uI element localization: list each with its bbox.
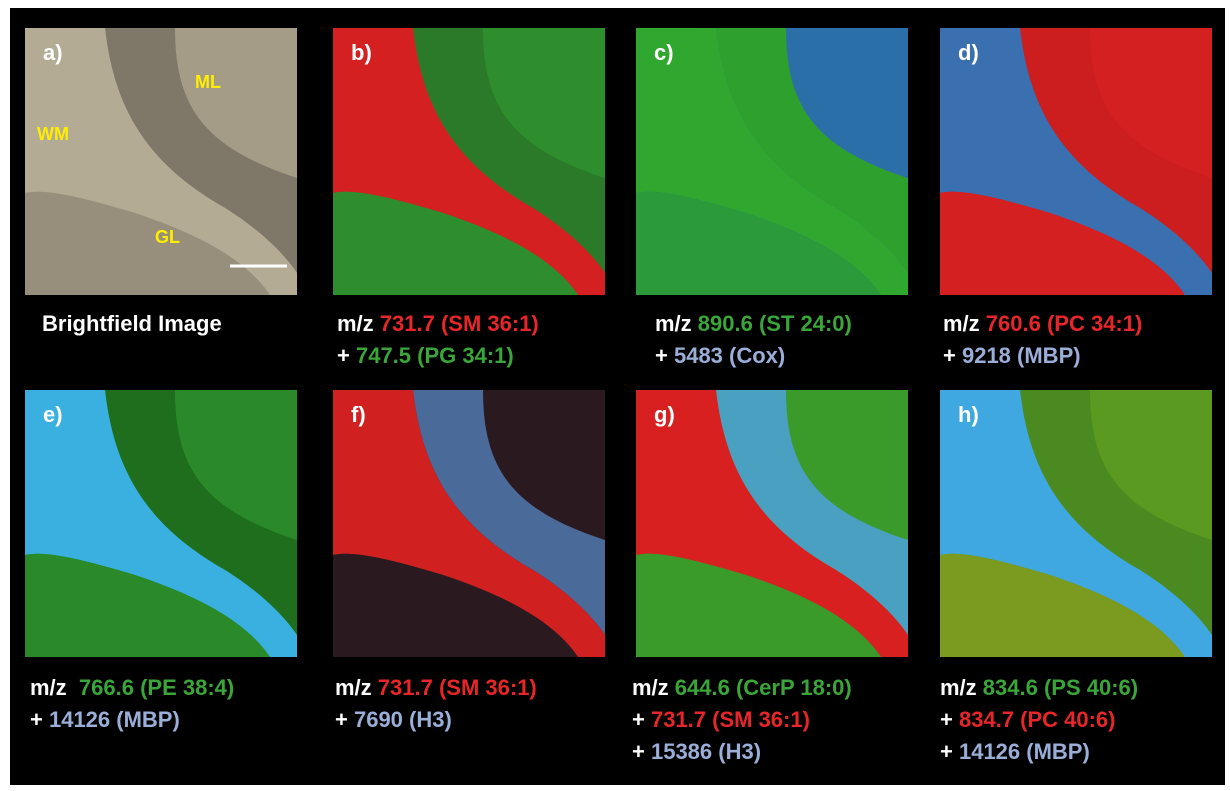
caption: m/z 644.6 (CerP 18:0)+ 731.7 (SM 36:1)+ … — [632, 672, 852, 768]
caption: m/z 731.7 (SM 36:1)+ 7690 (H3) — [335, 672, 537, 736]
caption-text: 15386 (H3) — [651, 739, 761, 764]
caption-text: 731.7 (SM 36:1) — [378, 675, 537, 700]
caption-text: + — [632, 707, 651, 732]
caption: m/z 766.6 (PE 38:4)+ 14126 (MBP) — [30, 672, 234, 736]
image-panel: e) — [25, 390, 297, 657]
caption-text: + — [337, 343, 356, 368]
annotation: ML — [195, 72, 221, 92]
annotation: WM — [37, 124, 69, 144]
caption-text: 834.6 (PS 40:6) — [983, 675, 1138, 700]
caption-text: 760.6 (PC 34:1) — [986, 311, 1143, 336]
annotation: GL — [155, 227, 180, 247]
caption-line: m/z 890.6 (ST 24:0) — [655, 308, 852, 340]
caption-line: + 14126 (MBP) — [30, 704, 234, 736]
caption-text: 14126 (MBP) — [49, 707, 180, 732]
image-panel: c) — [636, 28, 908, 295]
panel-label: h) — [958, 402, 979, 427]
caption-line: m/z 731.7 (SM 36:1) — [337, 308, 539, 340]
panel-label: c) — [654, 40, 674, 65]
caption-text: m/z — [30, 675, 79, 700]
caption-line: m/z 731.7 (SM 36:1) — [335, 672, 537, 704]
caption-text: m/z — [632, 675, 675, 700]
figure: a) ML WM GL Brightfield Image b) m/z 731.7 (SM… — [10, 8, 1225, 785]
caption-line: + 15386 (H3) — [632, 736, 852, 768]
caption-text: 644.6 (CerP 18:0) — [675, 675, 852, 700]
caption-text: + — [943, 343, 962, 368]
caption-text: Brightfield Image — [42, 311, 222, 336]
caption: m/z 890.6 (ST 24:0)+ 5483 (Cox) — [655, 308, 852, 372]
caption-text: 731.7 (SM 36:1) — [380, 311, 539, 336]
caption-text: 731.7 (SM 36:1) — [651, 707, 810, 732]
caption-text: + — [30, 707, 49, 732]
caption-text: 747.5 (PG 34:1) — [356, 343, 514, 368]
caption: m/z 834.6 (PS 40:6)+ 834.7 (PC 40:6)+ 14… — [940, 672, 1138, 768]
caption-line: + 747.5 (PG 34:1) — [337, 340, 539, 372]
caption-text: m/z — [943, 311, 986, 336]
caption-line: + 7690 (H3) — [335, 704, 537, 736]
caption-text: 7690 (H3) — [354, 707, 452, 732]
caption-line: + 5483 (Cox) — [655, 340, 852, 372]
panel-label: b) — [351, 40, 372, 65]
caption-text: + — [632, 739, 651, 764]
caption-line: + 834.7 (PC 40:6) — [940, 704, 1138, 736]
image-panel: h) — [940, 390, 1212, 657]
panel-label: e) — [43, 402, 63, 427]
caption-line: + 9218 (MBP) — [943, 340, 1142, 372]
caption: m/z 760.6 (PC 34:1)+ 9218 (MBP) — [943, 308, 1142, 372]
caption-line: m/z 766.6 (PE 38:4) — [30, 672, 234, 704]
panel-label: a) — [43, 40, 63, 65]
caption-text: + — [335, 707, 354, 732]
caption-text: + — [940, 739, 959, 764]
caption-text: 890.6 (ST 24:0) — [698, 311, 852, 336]
caption-text: m/z — [655, 311, 698, 336]
caption-text: 5483 (Cox) — [674, 343, 785, 368]
caption-line: + 731.7 (SM 36:1) — [632, 704, 852, 736]
caption-text: + — [655, 343, 674, 368]
image-panel: a) ML WM GL — [25, 28, 297, 295]
caption-line: m/z 834.6 (PS 40:6) — [940, 672, 1138, 704]
caption-text: m/z — [940, 675, 983, 700]
image-panel: f) — [333, 390, 605, 657]
image-panel: d) — [940, 28, 1212, 295]
panel-label: d) — [958, 40, 979, 65]
caption-text: m/z — [337, 311, 380, 336]
caption-text: 766.6 (PE 38:4) — [79, 675, 234, 700]
caption-line: m/z 644.6 (CerP 18:0) — [632, 672, 852, 704]
panel-label: f) — [351, 402, 366, 427]
caption-text: 834.7 (PC 40:6) — [959, 707, 1116, 732]
caption-text: + — [940, 707, 959, 732]
caption-line: m/z 760.6 (PC 34:1) — [943, 308, 1142, 340]
caption-text: 9218 (MBP) — [962, 343, 1081, 368]
caption-text: 14126 (MBP) — [959, 739, 1090, 764]
panel-label: g) — [654, 402, 675, 427]
caption: m/z 731.7 (SM 36:1)+ 747.5 (PG 34:1) — [337, 308, 539, 372]
image-panel: b) — [333, 28, 605, 295]
caption-line: Brightfield Image — [42, 308, 222, 340]
caption: Brightfield Image — [42, 308, 222, 340]
image-panel: g) — [636, 390, 908, 657]
caption-text: m/z — [335, 675, 378, 700]
caption-line: + 14126 (MBP) — [940, 736, 1138, 768]
